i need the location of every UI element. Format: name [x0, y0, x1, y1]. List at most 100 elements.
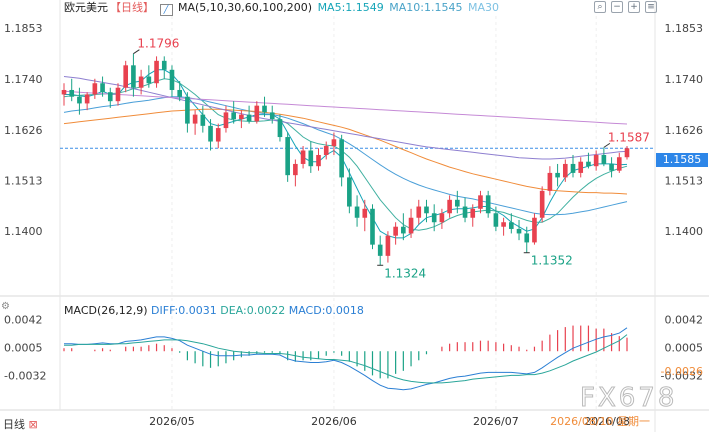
- date-axis-label: 2026/06: [311, 415, 357, 428]
- candle-body: [239, 114, 244, 120]
- date-axis-label: 2026/08: [584, 415, 630, 428]
- annotation-high-label: 1.1587: [608, 130, 650, 144]
- candle-body: [269, 112, 275, 120]
- toolbar-icons: ⌕ − + ≡: [594, 1, 657, 13]
- candle-body: [138, 76, 144, 88]
- macd-axis-label-right: -0.0026: [661, 365, 703, 378]
- candle-body: [285, 137, 290, 176]
- candle-body: [578, 161, 584, 173]
- candle-body: [293, 163, 298, 176]
- candle-body: [246, 114, 252, 122]
- candle-body: [624, 148, 630, 158]
- zoom-in-icon[interactable]: +: [628, 1, 640, 13]
- candle-body: [616, 157, 622, 171]
- price-axis-label-right: 1.1400: [665, 225, 704, 238]
- candle-body: [593, 154, 599, 167]
- candle-body: [501, 222, 506, 227]
- price-axis-label-left: 1.1513: [4, 175, 43, 188]
- diff-value: DIFF:0.0031: [151, 304, 217, 317]
- candle-body: [254, 105, 260, 122]
- price-panel-header: 欧元美元 【日线】 ╱ MA(5,10,30,60,100,200) MA5:1.…: [64, 1, 501, 16]
- macd-dea-line: [64, 334, 628, 384]
- candle-body: [231, 112, 236, 120]
- macd-value: MACD:0.0018: [288, 304, 364, 317]
- candle-body: [362, 208, 368, 218]
- macd-axis-label-left: 0.0005: [4, 341, 43, 354]
- candle-body: [377, 244, 383, 256]
- date-axis-label: 2026/05: [149, 415, 195, 428]
- macd-axis-label-right: 0.0042: [665, 314, 704, 327]
- period-button-label: 日线: [3, 418, 25, 431]
- dea-value: DEA:0.0022: [220, 304, 286, 317]
- candle-body: [393, 226, 398, 236]
- candle-body: [200, 114, 206, 126]
- candle-body: [300, 150, 306, 164]
- candle-body: [323, 146, 329, 155]
- annotation-low-label: 1.1324: [384, 266, 426, 280]
- candle-body: [532, 217, 537, 243]
- candle-body: [416, 206, 422, 218]
- price-axis-label-right: 1.1513: [665, 175, 704, 188]
- period-close-icon[interactable]: ⊠: [28, 418, 38, 431]
- price-axis-label-left: 1.1626: [4, 124, 43, 137]
- candle-body: [547, 172, 553, 191]
- ma10-value: MA10:1.1545: [389, 1, 463, 14]
- price-axis-label-left: 1.1740: [4, 73, 43, 86]
- macd-params[interactable]: MACD(26,12,9): [64, 304, 148, 317]
- candle-body: [478, 195, 483, 209]
- candle-body: [370, 208, 375, 245]
- period-label[interactable]: 【日线】: [110, 1, 154, 14]
- ma-line-ma30: [63, 96, 628, 216]
- watermark-logo: FX678: [579, 383, 678, 414]
- ma-line-ma60: [63, 108, 628, 195]
- crosshair-date-label: 2026/08/10 星期一: [550, 415, 650, 428]
- settings-icon[interactable]: ≡: [645, 1, 657, 13]
- candle-body: [455, 199, 460, 207]
- candle-body: [69, 89, 75, 97]
- candle-body: [439, 213, 445, 223]
- indicator-settings-icon[interactable]: ⚙: [1, 301, 10, 312]
- macd-diff-line: [64, 327, 628, 391]
- candle-body: [601, 154, 607, 164]
- candle-body: [570, 163, 576, 173]
- candle-body: [84, 94, 90, 104]
- candle-body: [331, 139, 337, 147]
- ma-line-ma200: [63, 90, 628, 125]
- candle-body: [208, 125, 213, 142]
- candle-body: [485, 195, 491, 214]
- candle-body: [92, 83, 98, 95]
- candle-body: [123, 65, 129, 88]
- candle-body: [115, 87, 121, 102]
- date-axis-label: 2026/07: [473, 415, 519, 428]
- macd-axis-label-left: -0.0032: [4, 369, 46, 382]
- price-axis-label-right: 1.1626: [665, 124, 704, 137]
- annotation-high-label: 1.1796: [137, 37, 179, 51]
- search-icon[interactable]: ⌕: [594, 1, 606, 13]
- candle-body: [107, 92, 113, 102]
- candle-body: [339, 139, 344, 178]
- macd-panel-header: MACD(26,12,9) DIFF:0.0031 DEA:0.0022 MAC…: [64, 304, 364, 318]
- candle-body: [308, 150, 314, 167]
- candle-body: [146, 76, 152, 84]
- period-selector[interactable]: 日线 ⊠: [3, 416, 38, 432]
- candle-body: [408, 217, 414, 234]
- ma-line-ma100: [63, 76, 628, 160]
- price-axis-label-right: 1.1740: [665, 73, 704, 86]
- zoom-out-icon[interactable]: −: [611, 1, 623, 13]
- candle-body: [185, 96, 190, 124]
- price-axis-label-left: 1.1853: [4, 22, 43, 35]
- symbol-name: 欧元美元: [64, 1, 108, 14]
- candle-body: [61, 89, 67, 95]
- candle-body: [154, 60, 159, 84]
- candle-body: [493, 213, 499, 227]
- candle-body: [609, 163, 614, 171]
- annotation-leader: [133, 49, 140, 55]
- candle-body: [316, 154, 321, 167]
- candle-body: [277, 119, 283, 138]
- candle-body: [223, 112, 229, 129]
- ma-params: MA(5,10,30,60,100,200): [178, 1, 313, 14]
- ma-toggle-icon[interactable]: ╱: [159, 4, 173, 16]
- candle-body: [192, 114, 198, 124]
- candle-body: [169, 69, 175, 90]
